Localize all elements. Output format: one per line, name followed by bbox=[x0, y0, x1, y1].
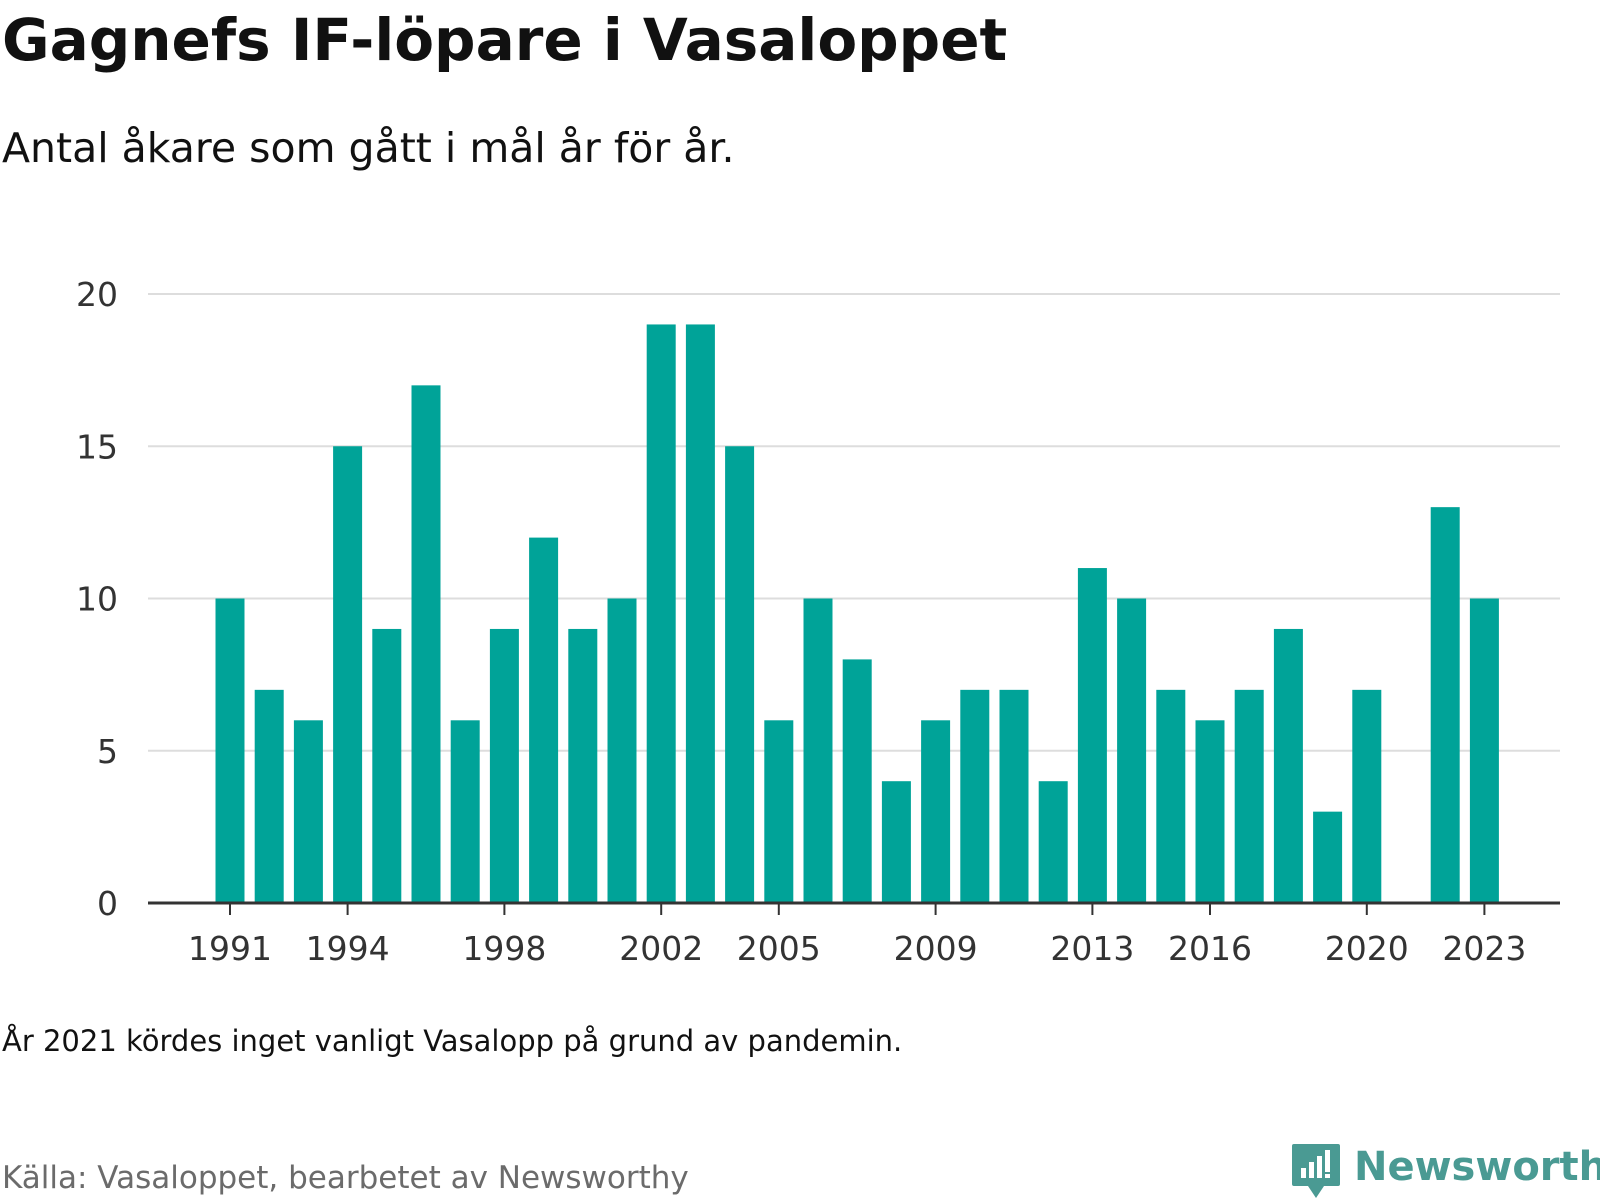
y-tick-label: 0 bbox=[97, 884, 118, 923]
bar-2023 bbox=[1469, 598, 1499, 903]
bar-2003 bbox=[685, 324, 715, 903]
x-tick-label: 2020 bbox=[1325, 929, 1409, 968]
bar-1999 bbox=[529, 537, 559, 903]
bar-2020 bbox=[1352, 689, 1382, 903]
bar-2006 bbox=[803, 598, 833, 903]
x-axis-ticks: 1991 1994 1998 2002 2005 2009 2013 2016 2020 2023 bbox=[188, 903, 1526, 968]
bar-1992 bbox=[254, 689, 284, 903]
bar-1995 bbox=[372, 628, 402, 903]
y-tick-label: 15 bbox=[76, 427, 118, 466]
bar-1997 bbox=[450, 720, 480, 903]
bar-2008 bbox=[881, 781, 911, 903]
bar-2007 bbox=[842, 659, 872, 903]
bar-2017 bbox=[1234, 689, 1264, 903]
bar-2004 bbox=[725, 446, 755, 903]
x-tick-label: 1998 bbox=[462, 929, 546, 968]
x-tick-label: 1994 bbox=[306, 929, 390, 968]
y-tick-label: 20 bbox=[76, 275, 118, 314]
bar-2012 bbox=[1038, 781, 1068, 903]
bar-2015 bbox=[1156, 689, 1186, 903]
brand-name: Newsworthy bbox=[1354, 1144, 1600, 1190]
x-tick-label: 1991 bbox=[188, 929, 272, 968]
bar-2019 bbox=[1313, 811, 1343, 903]
bar-2013 bbox=[1077, 568, 1107, 903]
bar-2010 bbox=[960, 689, 990, 903]
bar-2000 bbox=[568, 628, 598, 903]
bar-2011 bbox=[999, 689, 1029, 903]
y-tick-label: 5 bbox=[97, 732, 118, 771]
footnote: År 2021 kördes inget vanligt Vasalopp på… bbox=[2, 1024, 903, 1058]
newsworthy-logo: Newsworthy bbox=[1290, 1142, 1600, 1200]
bars bbox=[215, 324, 1499, 904]
x-tick-label: 2016 bbox=[1168, 929, 1252, 968]
bar-1993 bbox=[293, 720, 323, 903]
x-tick-label: 2009 bbox=[894, 929, 978, 968]
bar-2005 bbox=[764, 720, 794, 903]
bar-2002 bbox=[646, 324, 676, 903]
bar-1994 bbox=[333, 446, 363, 903]
y-axis-ticks: 0 5 10 15 20 bbox=[76, 275, 118, 923]
bar-1991 bbox=[215, 598, 245, 903]
bar-2001 bbox=[607, 598, 637, 903]
x-tick-label: 2005 bbox=[737, 929, 821, 968]
bar-1996 bbox=[411, 385, 441, 904]
bar-2018 bbox=[1273, 628, 1303, 903]
x-tick-label: 2002 bbox=[619, 929, 703, 968]
newsworthy-logo-icon bbox=[1292, 1144, 1340, 1198]
bar-2014 bbox=[1117, 598, 1147, 903]
bar-2022 bbox=[1430, 507, 1460, 903]
bar-2009 bbox=[921, 720, 951, 903]
bar-1998 bbox=[489, 628, 519, 903]
y-tick-label: 10 bbox=[76, 580, 118, 619]
source-text: Källa: Vasaloppet, bearbetet av Newswort… bbox=[2, 1160, 689, 1196]
bar-2016 bbox=[1195, 720, 1225, 903]
chart-title: Gagnefs IF-löpare i Vasaloppet bbox=[2, 6, 1008, 74]
x-tick-label: 2013 bbox=[1050, 929, 1134, 968]
chart-subtitle: Antal åkare som gått i mål år för år. bbox=[2, 124, 735, 172]
bar-chart: 0 5 10 15 20 1991 1994 1998 2002 2005 2009 2013 201… bbox=[76, 275, 1560, 968]
x-tick-label: 2023 bbox=[1442, 929, 1526, 968]
